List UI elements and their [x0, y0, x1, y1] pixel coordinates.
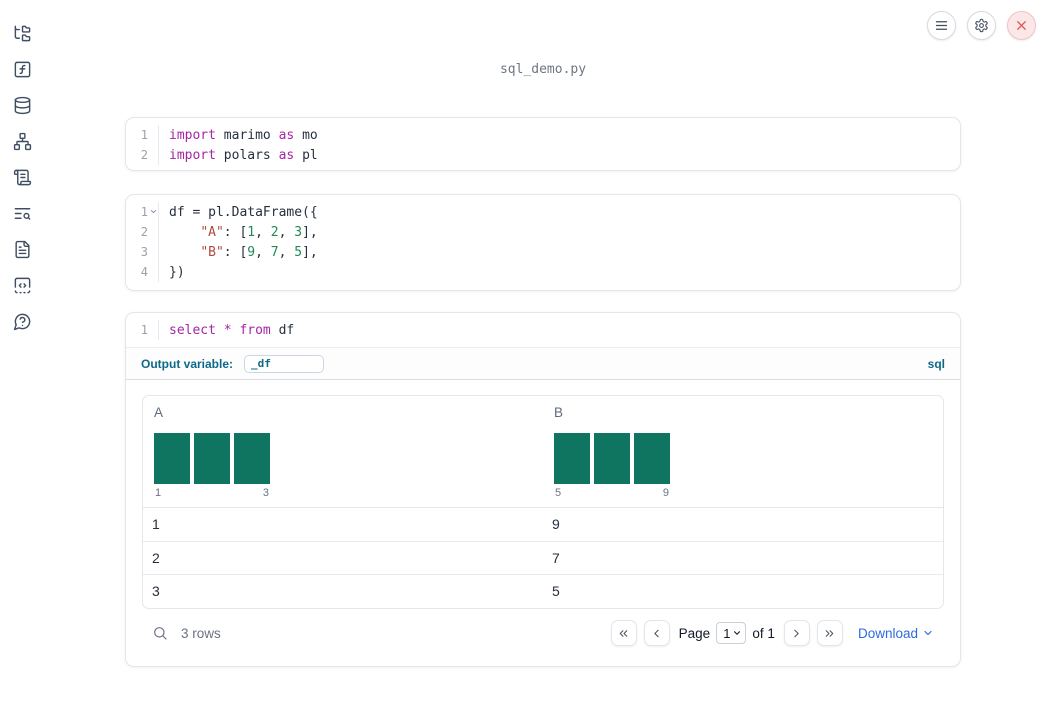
code-text: import polars as pl [169, 147, 318, 163]
code-text: select * from df [169, 322, 295, 338]
code-line: 3 "B": [9, 7, 5], [126, 242, 960, 262]
page-select[interactable]: 1 [716, 622, 747, 644]
sql-cell: 1 select * from df Output variable: sql A… [125, 312, 961, 667]
help-circle-icon[interactable] [10, 309, 34, 333]
list-search-icon[interactable] [10, 201, 34, 225]
code-line: 2 import polars as pl [126, 145, 960, 165]
function-square-icon[interactable] [10, 57, 34, 81]
top-toolbar [927, 11, 1036, 40]
code-text: "B": [9, 7, 5], [200, 244, 318, 260]
code-cell-dataframe: 1 df = pl.DataFrame({2 "A": [1, 2, 3], 3 "… [125, 194, 961, 291]
line-number: 4 [126, 262, 159, 282]
table-cell: 5 [552, 583, 560, 600]
line-number: 1 [126, 125, 159, 145]
code-line: 1 select * from df [126, 320, 960, 340]
page-select-value: 1 [723, 625, 731, 641]
sidebar [0, 0, 44, 713]
row-count-label: 3 rows [181, 625, 221, 641]
file-tree-icon[interactable] [10, 21, 34, 45]
download-label: Download [857, 625, 918, 641]
column-name: B [554, 405, 564, 420]
output-variable-label: Output variable: [141, 356, 234, 371]
line-number: 2 [126, 145, 159, 165]
previous-page-button[interactable] [643, 620, 670, 646]
output-variable-input[interactable] [244, 354, 325, 373]
hist-min-label: 1 [155, 487, 162, 499]
snippets-icon[interactable] [10, 273, 34, 297]
table-cell: 7 [552, 549, 560, 566]
histogram-bar [154, 433, 190, 484]
line-number: 3 [126, 242, 159, 262]
next-page-button[interactable] [783, 620, 810, 646]
code-line: 1 df = pl.DataFrame({ [126, 202, 960, 222]
histogram-bar [634, 433, 670, 484]
table-cell: 9 [552, 516, 560, 533]
page-label: Page [678, 625, 711, 641]
code-line: 4}) [126, 262, 960, 282]
fold-chevron-icon[interactable] [149, 207, 158, 216]
code-text: "A": [1, 2, 3], [200, 224, 318, 240]
code-cell-imports: 1 import marimo as mo 2 import polars as pl [125, 117, 961, 171]
sql-editor[interactable]: 1 select * from df [126, 313, 960, 347]
line-number: 1 [126, 202, 159, 222]
line-number: 1 [126, 320, 159, 340]
last-page-button[interactable] [816, 620, 843, 646]
histogram-bar [594, 433, 630, 484]
language-badge: sql [927, 356, 945, 371]
page-of-label: of 1 [752, 625, 775, 641]
table-cell: 2 [152, 549, 160, 566]
code-line: 2 "A": [1, 2, 3], [126, 222, 960, 242]
scroll-text-icon[interactable] [10, 165, 34, 189]
settings-gear-icon[interactable] [967, 11, 996, 40]
code-text: }) [169, 264, 185, 280]
hist-max-label: 9 [662, 487, 669, 499]
search-icon[interactable] [152, 625, 168, 641]
file-text-icon[interactable] [10, 237, 34, 261]
dependency-graph-icon[interactable] [10, 129, 34, 153]
hist-max-label: 3 [262, 487, 269, 499]
code-editor[interactable]: 1 import marimo as mo 2 import polars as pl [126, 118, 960, 172]
column-name: A [154, 405, 164, 420]
menu-icon[interactable] [927, 11, 956, 40]
close-x-icon[interactable] [1007, 11, 1036, 40]
histogram-bar [234, 433, 270, 484]
table-footer: 3 rows Page 1 of 1 [142, 609, 944, 658]
line-number: 2 [126, 222, 159, 242]
code-text: import marimo as mo [169, 127, 318, 143]
download-button[interactable]: Download [858, 626, 934, 641]
code-editor[interactable]: 1 df = pl.DataFrame({2 "A": [1, 2, 3], 3 "… [126, 195, 960, 289]
code-line: 1 import marimo as mo [126, 125, 960, 145]
output-variable-bar: Output variable: sql [126, 347, 960, 380]
first-page-button[interactable] [610, 620, 637, 646]
table-cell: 1 [152, 516, 160, 533]
page-title: sql_demo.py [499, 62, 587, 77]
table-cell: 3 [152, 583, 160, 600]
code-text: df = pl.DataFrame({ [169, 204, 318, 220]
hist-min-label: 5 [555, 487, 562, 499]
histogram-bar [194, 433, 230, 484]
histogram-bar [554, 433, 590, 484]
database-icon[interactable] [10, 93, 34, 117]
